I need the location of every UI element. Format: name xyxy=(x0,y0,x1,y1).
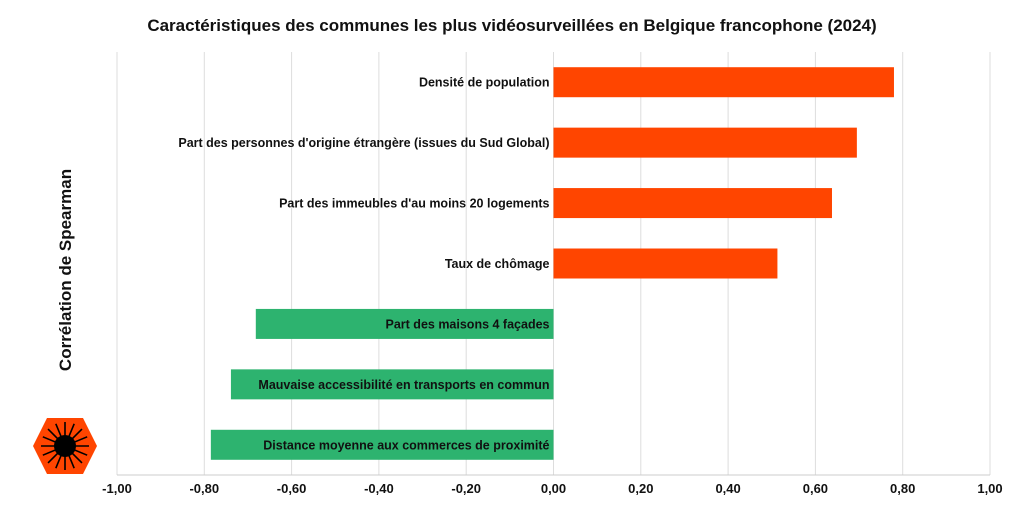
x-tick-label: -0,60 xyxy=(277,481,307,496)
x-tick-label: 1,00 xyxy=(977,481,1002,496)
x-tick-label: -0,20 xyxy=(451,481,481,496)
bar xyxy=(553,188,832,219)
category-label: Taux de chômage xyxy=(445,257,550,271)
x-tick-label: 0,00 xyxy=(541,481,566,496)
x-tick-label: 0,80 xyxy=(890,481,915,496)
bar xyxy=(230,369,554,400)
chart-title: Caractéristiques des communes les plus v… xyxy=(147,16,877,35)
category-label: Mauvaise accessibilité en transports en … xyxy=(258,378,549,392)
x-tick-label: 0,20 xyxy=(628,481,653,496)
x-tick-label: -0,80 xyxy=(189,481,219,496)
category-label: Densité de population xyxy=(419,76,550,90)
x-tick-label: -0,40 xyxy=(364,481,394,496)
category-label: Distance moyenne aux commerces de proxim… xyxy=(263,438,549,452)
category-label: Part des maisons 4 façades xyxy=(386,317,550,331)
category-label: Part des immeubles d'au moins 20 logemen… xyxy=(279,197,549,211)
bar xyxy=(553,248,778,279)
bar xyxy=(210,429,554,460)
x-tick-label: 0,40 xyxy=(715,481,740,496)
bar xyxy=(553,67,894,98)
bar xyxy=(255,308,554,339)
x-tick-label: 0,60 xyxy=(803,481,828,496)
x-tick-label: -1,00 xyxy=(102,481,132,496)
category-label: Part des personnes d'origine étrangère (… xyxy=(178,136,549,150)
logo-icon xyxy=(33,418,97,474)
bar xyxy=(553,127,857,158)
